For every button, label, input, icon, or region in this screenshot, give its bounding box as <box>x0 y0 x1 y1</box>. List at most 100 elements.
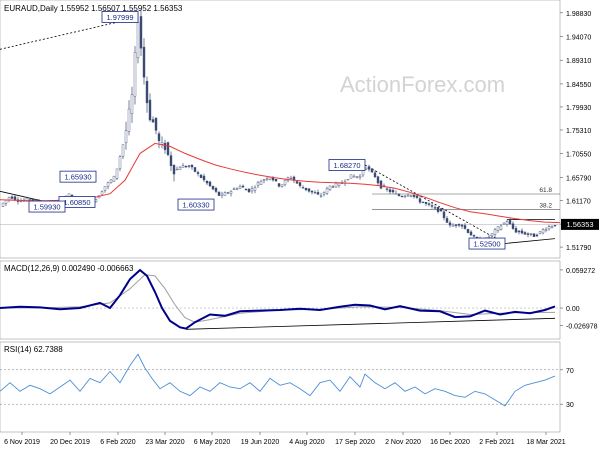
candle-body <box>421 201 425 203</box>
candle-body <box>436 207 440 212</box>
price-annotation-label: 1.97999 <box>106 13 133 22</box>
channel-low-line <box>504 238 556 244</box>
macd-lines <box>0 268 560 330</box>
candle-body <box>523 232 527 235</box>
candle-body <box>502 222 506 225</box>
price-panel-frame <box>0 0 561 259</box>
fib-levels: 61.8 38.2 <box>372 187 560 210</box>
candle-body <box>310 190 314 193</box>
candle-body <box>451 225 455 227</box>
candle-body <box>130 94 134 114</box>
candle-body <box>304 187 308 191</box>
rsi-panel: RSI(14) 62.7388 70 30 <box>0 341 574 433</box>
rsi-lines <box>0 353 560 407</box>
candle-body <box>181 165 185 168</box>
candle-body <box>313 192 317 194</box>
candle-body <box>469 231 473 236</box>
candle-body <box>400 195 404 198</box>
candle-body <box>190 164 194 168</box>
candle-body <box>199 174 203 178</box>
candle-body <box>241 185 245 188</box>
candle-body <box>115 168 119 179</box>
macd-trendline <box>185 317 556 330</box>
candle-body <box>361 170 365 176</box>
candle-body <box>178 166 182 170</box>
candle-body <box>106 182 110 187</box>
candle-body <box>118 156 122 169</box>
candle-body <box>250 188 254 192</box>
candle-body <box>427 203 431 205</box>
x-tick-label: 19 Jun 2020 <box>241 439 280 446</box>
candle-body <box>493 229 497 235</box>
candle-body <box>232 188 236 191</box>
candle-body <box>430 205 434 207</box>
candle-body <box>100 191 104 195</box>
macd-y-axis: 0.059272 0.00 -0.026978 <box>560 268 598 330</box>
price-annotation-box <box>28 200 66 213</box>
candle-body <box>19 200 23 203</box>
candle-body <box>295 181 299 184</box>
price-annotation-label: 1.52500 <box>473 240 500 249</box>
candle-body <box>127 108 131 132</box>
candle-body <box>259 181 263 185</box>
candle-body <box>520 230 524 234</box>
candle-body <box>403 195 407 197</box>
candle-body <box>499 225 503 230</box>
candle-body <box>316 192 320 195</box>
candle-body <box>205 180 209 184</box>
candle-body <box>472 235 476 237</box>
candle-body <box>109 179 113 183</box>
x-tick-label: 23 Mar 2020 <box>145 439 184 446</box>
candle-body <box>256 182 260 186</box>
candle-body <box>331 186 335 188</box>
candle-body <box>235 188 239 190</box>
candle-body <box>334 183 338 188</box>
candle-body <box>148 99 152 121</box>
candle-body <box>379 180 383 189</box>
candle-body <box>418 198 422 203</box>
candle-body <box>322 192 326 195</box>
x-tick-label: 4 Aug 2020 <box>289 439 325 446</box>
price-annotation-box <box>101 11 139 23</box>
price-tick-label: 1.89310 <box>566 58 591 65</box>
macd-tick-label: -0.026978 <box>566 323 598 330</box>
price-tick-label: 1.98830 <box>566 11 591 18</box>
candle-body <box>367 166 371 170</box>
candle-body <box>229 190 233 194</box>
rsi-panel-frame <box>0 341 561 433</box>
macd-tick-label: 0.059272 <box>566 268 595 275</box>
moving-average-line <box>0 142 561 224</box>
candle-body <box>1 202 5 207</box>
candle-body <box>208 181 212 187</box>
x-tick-label: 17 Sep 2020 <box>335 439 375 446</box>
price-annotation-box <box>328 159 366 171</box>
candle-body <box>196 172 200 174</box>
price-tick-label: 1.70550 <box>566 152 591 159</box>
candle-body <box>532 233 536 237</box>
candle-body <box>301 187 305 189</box>
candle-body <box>202 175 206 181</box>
price-header: EURAUD,Daily 1.55952 1.56507 1.55952 1.5… <box>4 4 183 13</box>
x-tick-label: 16 Dec 2020 <box>430 439 470 446</box>
candle-body <box>187 165 191 167</box>
candle-body <box>553 225 557 227</box>
candle-body <box>4 200 8 204</box>
candle-body <box>193 167 197 172</box>
price-annotation-box <box>59 170 97 183</box>
candle-body <box>466 229 470 233</box>
last-price-marker: 1.56353 <box>561 218 599 230</box>
price-annotation-box <box>177 198 215 211</box>
x-axis: 6 Nov 2019 20 Dec 2019 6 Feb 2020 23 Mar 20… <box>4 432 566 446</box>
x-tick-label: 6 Nov 2019 <box>4 439 40 446</box>
rsi-line <box>0 353 556 407</box>
candle-body <box>280 184 284 187</box>
price-annotation-label: 1.60330 <box>182 201 209 210</box>
macd-line <box>0 268 556 330</box>
trend-lines <box>0 17 560 244</box>
candle-body <box>136 21 140 59</box>
candle-body <box>184 166 188 168</box>
x-tick-label: 2 Feb 2021 <box>479 439 515 446</box>
candle-body <box>529 233 533 235</box>
candle-body <box>154 117 158 131</box>
x-tick-label: 20 Dec 2019 <box>50 439 90 446</box>
